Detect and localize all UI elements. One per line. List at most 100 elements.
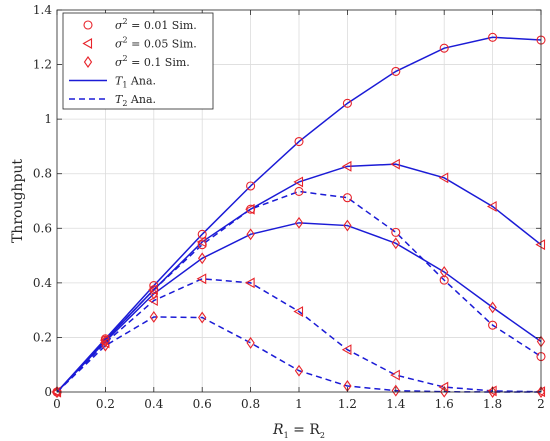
y-tick-label: 0.2 [33,330,52,344]
x-tick-label: 1 [295,397,303,411]
series-2-point [390,158,400,170]
series-5-point [148,295,158,307]
legend-label-symbol: σ [115,38,123,51]
series-3-point [488,301,497,314]
legend-label-symbol: σ [115,19,123,32]
legend-label-symbol: σ [115,56,123,69]
series-3-point [149,287,158,300]
series-6-point [101,339,110,352]
series-6-point [536,386,546,398]
series-6-point [52,386,62,398]
legend-label: T1 Ana. [115,75,156,90]
series-1-point [294,136,304,147]
series-4-point [294,186,304,196]
series-1-point [197,229,207,239]
legend-item: σ2 = 0.01 Sim. [83,17,197,32]
series-4-point [246,204,256,214]
x-tick-label: 1.2 [338,397,357,411]
series-4-point [197,240,207,250]
series-6-point [440,385,449,398]
series-2-point [535,239,546,251]
series-5-point [293,306,304,317]
legend-label-text: Ana. [127,93,156,106]
series-3-point [440,265,449,278]
legend-label-symbol: T [115,75,124,88]
x-tick-label: 0.4 [144,397,163,411]
legend-label: T2 Ana. [115,93,156,108]
legend-label-sub: 2 [122,99,127,108]
y-tick-label: 0.6 [33,221,52,235]
series-3-point [343,219,352,232]
series-5-point [390,369,400,381]
y-tick-label: 0.4 [33,276,52,290]
legend-label-symbol: T [115,93,124,106]
legend-label: σ2 = 0.1 Sim. [115,54,190,69]
series-3-line [56,222,542,393]
y-tick-label: 1.2 [33,58,52,72]
series-6-line [56,316,541,393]
x-tick-label: 2 [537,397,545,411]
series-1-point [342,98,352,108]
series-1-line [56,36,542,393]
legend-label-text: = 0.01 Sim. [128,19,197,32]
series-6-point [246,336,255,349]
series-6-point [149,311,158,323]
series-5-point [196,273,207,285]
series-6 [52,311,546,398]
series-5-line [56,278,542,393]
legend-label-text: = 0.05 Sim. [128,38,197,51]
y-tick-label: 1 [44,112,52,126]
x-label-prefix: R [272,422,284,438]
x-tick-label: 1.4 [386,397,405,411]
legend-marker [83,56,93,68]
series-2-point [341,160,352,172]
series-layer [51,32,546,398]
series-2-point [486,201,497,212]
legend-item: σ2 = 0.05 Sim. [82,36,197,51]
legend-item: T1 Ana. [69,75,156,90]
x-label-mid: = R [289,422,321,438]
series-6-point [294,364,304,377]
series-4-point [391,227,401,237]
legend-label-sub: 1 [122,81,127,90]
series-1-point [391,66,401,76]
series-2-point [293,176,304,188]
series-1-point [246,181,256,191]
legend-marker [82,38,93,49]
series-2-line [56,163,542,393]
series-3-point [294,216,304,229]
legend-label: σ2 = 0.01 Sim. [115,17,197,32]
x-axis-label: R1 = R2 [272,422,325,440]
tick-layer: 0 0.2 0.4 0.6 0.8 1 1.2 1.4 1.6 1.8 2 0 0.2 0.4 0.6 0.8… [33,3,545,411]
y-tick-label: 1.4 [33,3,52,17]
series-5 [51,273,546,398]
legend-label-sup: 2 [123,36,128,45]
x-tick-label: 1.6 [435,397,454,411]
series-4-point [439,275,449,285]
x-tick-label: 0 [53,397,61,411]
series-5-point [244,277,255,289]
x-tick-label: 1.8 [483,397,502,411]
series-2 [51,158,546,398]
series-4-point [149,285,159,295]
series-6-point [391,384,400,397]
series-3-point [391,237,400,250]
series-6-point [198,311,207,324]
series-2-point [438,172,449,184]
series-1-point [439,43,449,53]
series-4-point [488,320,498,330]
legend: σ2 = 0.01 Sim.σ2 = 0.05 Sim.σ2 = 0.1 Sim… [62,12,214,110]
series-5-point [341,344,352,356]
x-label-sub1: 1 [284,431,289,440]
y-axis-label: Throughput [10,159,26,243]
legend-label: σ2 = 0.05 Sim. [115,36,197,51]
legend-label-text: = 0.1 Sim. [128,56,190,69]
legend-label-text: Ana. [127,75,156,88]
series-3-point [246,228,255,241]
series-5-point [438,381,449,393]
legend-marker [83,20,93,30]
series-3 [52,216,546,398]
legend-label-sup: 2 [123,54,128,63]
series-6-point [488,386,497,398]
